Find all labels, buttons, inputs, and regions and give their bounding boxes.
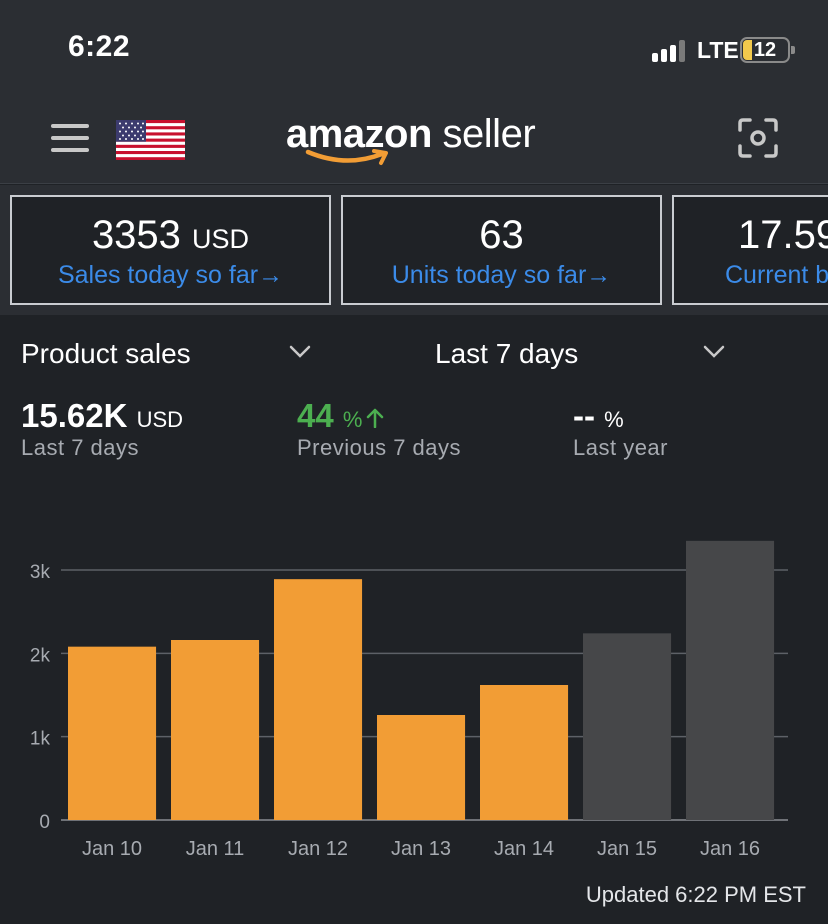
amazon-smile-icon	[305, 149, 388, 165]
bar-jan-13[interactable]	[377, 715, 466, 820]
x-tick-label: Jan 12	[288, 838, 348, 860]
bar-jan-16[interactable]	[686, 540, 775, 820]
bar-jan-10[interactable]	[68, 646, 157, 820]
status-bar: 6:22 LTE 12	[0, 0, 828, 96]
x-tick-label: Jan 14	[494, 838, 554, 860]
kpi-card-units[interactable]: 63 Units today so far→	[341, 195, 662, 305]
metric-total-value: 15.62K USD	[21, 397, 184, 434]
status-time: 6:22	[68, 30, 131, 63]
kpi-link-current[interactable]: Current b	[725, 261, 828, 289]
arrow-up-icon	[367, 408, 384, 429]
metric-last-year-value: -- %	[573, 397, 624, 434]
bar-jan-15[interactable]	[583, 633, 672, 820]
updated-timestamp: Updated 6:22 PM EST	[585, 882, 806, 907]
chevron-down-icon[interactable]	[703, 345, 725, 359]
kpi-value: 63	[479, 213, 524, 257]
x-tick-label: Jan 16	[700, 838, 760, 860]
logo-word-amazon: amazon	[286, 112, 432, 156]
x-tick-label: Jan 11	[186, 838, 245, 860]
kpi-link-units[interactable]: Units today so far→	[391, 261, 612, 289]
us-flag-icon[interactable]	[116, 120, 185, 160]
bar-jan-11[interactable]	[171, 640, 260, 820]
logo-word-seller: seller	[431, 112, 536, 156]
camera-scan-icon[interactable]	[738, 118, 778, 158]
y-tick-label: 2k	[30, 645, 51, 666]
x-tick-label: Jan 13	[391, 838, 451, 860]
y-tick-label: 3k	[30, 562, 51, 583]
kpi-card-sales[interactable]: 3353 USD Sales today so far→	[10, 195, 331, 305]
y-tick-label: 0	[39, 812, 50, 833]
hamburger-menu-icon[interactable]	[51, 124, 89, 152]
battery-icon: 12	[740, 37, 795, 63]
sales-bar-chart: 0 1k 2k 3k Jan 10 Jan 11 Jan 12 Jan 13 Jan 14 Jan…	[30, 540, 788, 860]
amazon-seller-logo: amazon seller	[286, 112, 546, 172]
metric-last-year-label: Last year	[573, 435, 668, 460]
metric-previous-value: 44 %	[297, 397, 384, 435]
x-tick-label: Jan 10	[82, 838, 142, 860]
y-tick-label: 1k	[30, 729, 51, 750]
metric-selector[interactable]: Product sales	[21, 338, 191, 369]
metric-total-label: Last 7 days	[21, 435, 140, 460]
signal-icon	[652, 40, 692, 62]
battery-level: 12	[753, 39, 777, 61]
network-type: LTE	[697, 37, 739, 63]
app-header: amazon seller	[0, 96, 828, 184]
period-selector[interactable]: Last 7 days	[435, 338, 579, 369]
kpi-card-current[interactable]: 17.59 Current b	[672, 195, 828, 305]
sales-panel: Product sales Last 7 days 15.62K USD Las…	[0, 315, 828, 924]
bar-jan-14[interactable]	[480, 685, 569, 820]
chevron-down-icon[interactable]	[289, 345, 311, 359]
bar-jan-12[interactable]	[274, 579, 363, 820]
metric-previous-label: Previous 7 days	[297, 435, 462, 460]
kpi-carousel[interactable]: 3353 USD Sales today so far→ 63 Units to…	[0, 185, 828, 315]
kpi-value: 17.59	[738, 213, 828, 257]
kpi-link-sales[interactable]: Sales today so far→	[57, 261, 284, 289]
kpi-value: 3353 USD	[91, 213, 250, 257]
x-tick-label: Jan 15	[597, 838, 657, 860]
